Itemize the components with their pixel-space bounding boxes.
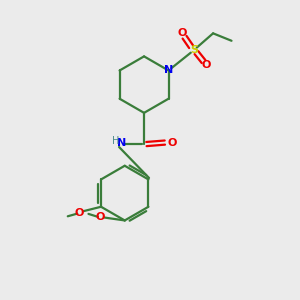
Text: N: N: [116, 139, 126, 148]
Text: O: O: [167, 138, 176, 148]
Text: H: H: [112, 136, 119, 146]
Text: O: O: [96, 212, 105, 222]
Text: O: O: [177, 28, 187, 38]
Text: S: S: [190, 45, 198, 55]
Text: O: O: [202, 60, 211, 70]
Text: O: O: [75, 208, 84, 218]
Text: N: N: [164, 64, 174, 75]
